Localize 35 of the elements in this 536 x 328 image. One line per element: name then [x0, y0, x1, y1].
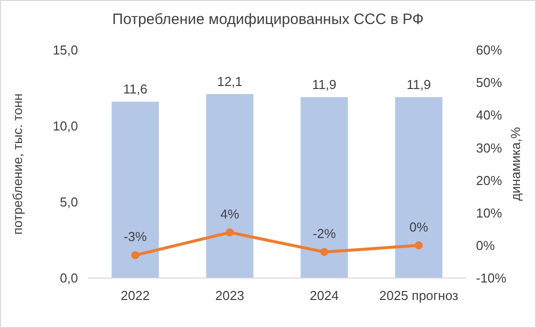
y2-tick-label: 60% [476, 42, 502, 58]
y2-tick-label: 10% [476, 205, 502, 220]
bar [300, 97, 348, 278]
y2-tick-label: 30% [476, 140, 502, 156]
point [414, 241, 423, 250]
y-tick-label: 10,0 [52, 118, 78, 134]
data-label: -3% [124, 229, 148, 244]
chart-title: Потребление модифицированных ССС в РФ [112, 11, 424, 28]
bar [112, 102, 159, 278]
data-label: -2% [312, 226, 336, 241]
y-tick-label: 0,0 [60, 270, 78, 286]
x-tick-label: 2025 прогноз [379, 288, 458, 303]
point [226, 228, 234, 236]
y-tick-label: 15,0 [52, 42, 78, 58]
x-tick-label: 2023 [215, 288, 244, 303]
data-label: 4% [220, 206, 240, 222]
y-tick-label: 5,0 [60, 194, 78, 210]
y2-tick-label: -10% [476, 270, 507, 286]
data-label: 12,1 [217, 74, 242, 90]
bar [395, 97, 442, 278]
bar [206, 94, 254, 278]
y2-tick-label: 50% [476, 75, 502, 90]
y2-tick-label: 0% [476, 238, 496, 253]
data-label: 11,6 [123, 82, 148, 97]
x-tick-label: 2022 [120, 288, 150, 303]
point [320, 248, 328, 256]
data-label: 0% [409, 219, 429, 234]
data-label: 11,9 [406, 77, 431, 92]
data-label: 11,9 [312, 77, 336, 92]
y2-axis-title: динамика,% [508, 126, 523, 201]
x-tick-label: 2024 [310, 288, 339, 303]
y2-tick-label: 40% [476, 108, 502, 123]
point [131, 251, 140, 260]
y-axis-title: потребление, тыс. тонн [10, 93, 25, 235]
y2-tick-label: 20% [476, 172, 502, 188]
